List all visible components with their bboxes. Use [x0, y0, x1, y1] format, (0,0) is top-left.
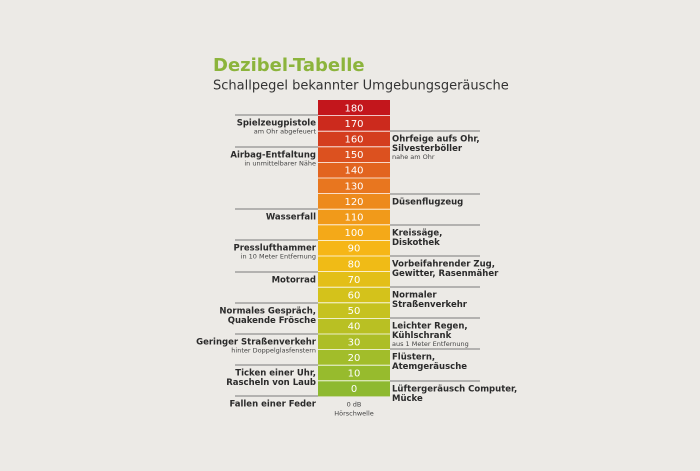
level-cell: [318, 146, 390, 163]
level-cell: [318, 240, 390, 256]
sound-label: Presslufthammer: [234, 244, 317, 254]
sound-label: Normaler: [392, 291, 437, 301]
sound-label: Straßenverkehr: [392, 300, 468, 310]
level-label: 10: [348, 369, 361, 380]
sound-label: Silvesterböller: [392, 144, 463, 154]
level-cell: [318, 256, 390, 272]
level-label: 60: [348, 291, 361, 302]
level-label: 150: [344, 150, 363, 161]
sound-label: Rascheln von Laub: [226, 378, 316, 388]
level-cell: [318, 380, 390, 397]
level-label: 110: [344, 213, 363, 224]
sound-note: hinter Doppelglasfenstern: [231, 347, 316, 355]
sound-label: Leichter Regen,: [392, 322, 468, 332]
level-label: 20: [348, 353, 361, 364]
sound-label: Gewitter, Rasenmäher: [392, 269, 499, 279]
level-label: 160: [344, 135, 363, 146]
sound-label: Ticken einer Uhr,: [235, 369, 316, 379]
level-label: 0: [351, 384, 357, 395]
sound-note: am Ohr abgefeuert: [254, 128, 317, 136]
level-cell: [318, 224, 390, 241]
sound-label: Düsenflugzeug: [392, 198, 463, 208]
level-label: 90: [348, 244, 361, 255]
sound-label: Atemgeräusche: [392, 362, 467, 372]
level-cell: [318, 287, 390, 303]
level-label: 170: [344, 119, 363, 130]
level-label: 140: [344, 166, 363, 177]
sound-label: Vorbeifahrender Zug,: [392, 260, 495, 270]
level-label: 100: [344, 228, 363, 239]
sound-label: Lüftergeräusch Computer,: [392, 385, 517, 395]
sound-label: Flüstern,: [392, 353, 435, 363]
sound-label: Wasserfall: [266, 213, 316, 223]
sound-note: nahe am Ohr: [392, 153, 435, 161]
level-cell: [318, 209, 390, 225]
level-label: 130: [344, 181, 363, 192]
sound-label: Diskothek: [392, 238, 440, 248]
level-cell: [318, 115, 390, 132]
sound-label: Fallen einer Feder: [229, 400, 316, 410]
sound-label: Motorrad: [272, 276, 316, 286]
sound-label: Kühlschrank: [392, 331, 452, 341]
level-cell: [318, 349, 390, 366]
level-cell: [318, 100, 390, 116]
sound-note: in 10 Meter Entfernung: [241, 253, 316, 261]
sound-label: Ohrfeige aufs Ohr,: [392, 135, 480, 145]
level-label: 180: [344, 103, 363, 114]
level-label: 50: [348, 306, 361, 317]
level-label: 30: [348, 337, 361, 348]
sound-label: Airbag-Entfaltung: [230, 151, 316, 161]
level-cell: [318, 302, 390, 319]
level-cell: [318, 318, 390, 334]
sound-label: Mücke: [392, 394, 423, 404]
level-cell: [318, 334, 390, 350]
threshold-note: Hörschwelle: [334, 409, 374, 417]
level-label: 40: [348, 322, 361, 333]
level-label: 70: [348, 275, 361, 286]
level-cell: [318, 162, 390, 178]
threshold-label: 0 dB: [347, 400, 362, 408]
sound-note: in unmittelbarer Nähe: [244, 160, 316, 168]
level-cell: [318, 131, 390, 147]
subtitle: Schallpegel bekannter Umgebungsgeräusche: [213, 79, 509, 94]
sound-label: Quakende Frösche: [228, 316, 317, 326]
level-label: 120: [344, 197, 363, 208]
level-cell: [318, 178, 390, 194]
level-label: 80: [348, 259, 361, 270]
sound-label: Normales Gespräch,: [219, 307, 316, 317]
level-cell: [318, 193, 390, 210]
level-cell: [318, 271, 390, 288]
sound-note: aus 1 Meter Entfernung: [392, 340, 469, 348]
sound-label: Geringer Straßenverkehr: [196, 338, 317, 348]
sound-label: Kreissäge,: [392, 229, 442, 239]
sound-label: Spielzeugpistole: [237, 119, 317, 129]
title: Dezibel-Tabelle: [213, 55, 365, 76]
level-cell: [318, 365, 390, 381]
